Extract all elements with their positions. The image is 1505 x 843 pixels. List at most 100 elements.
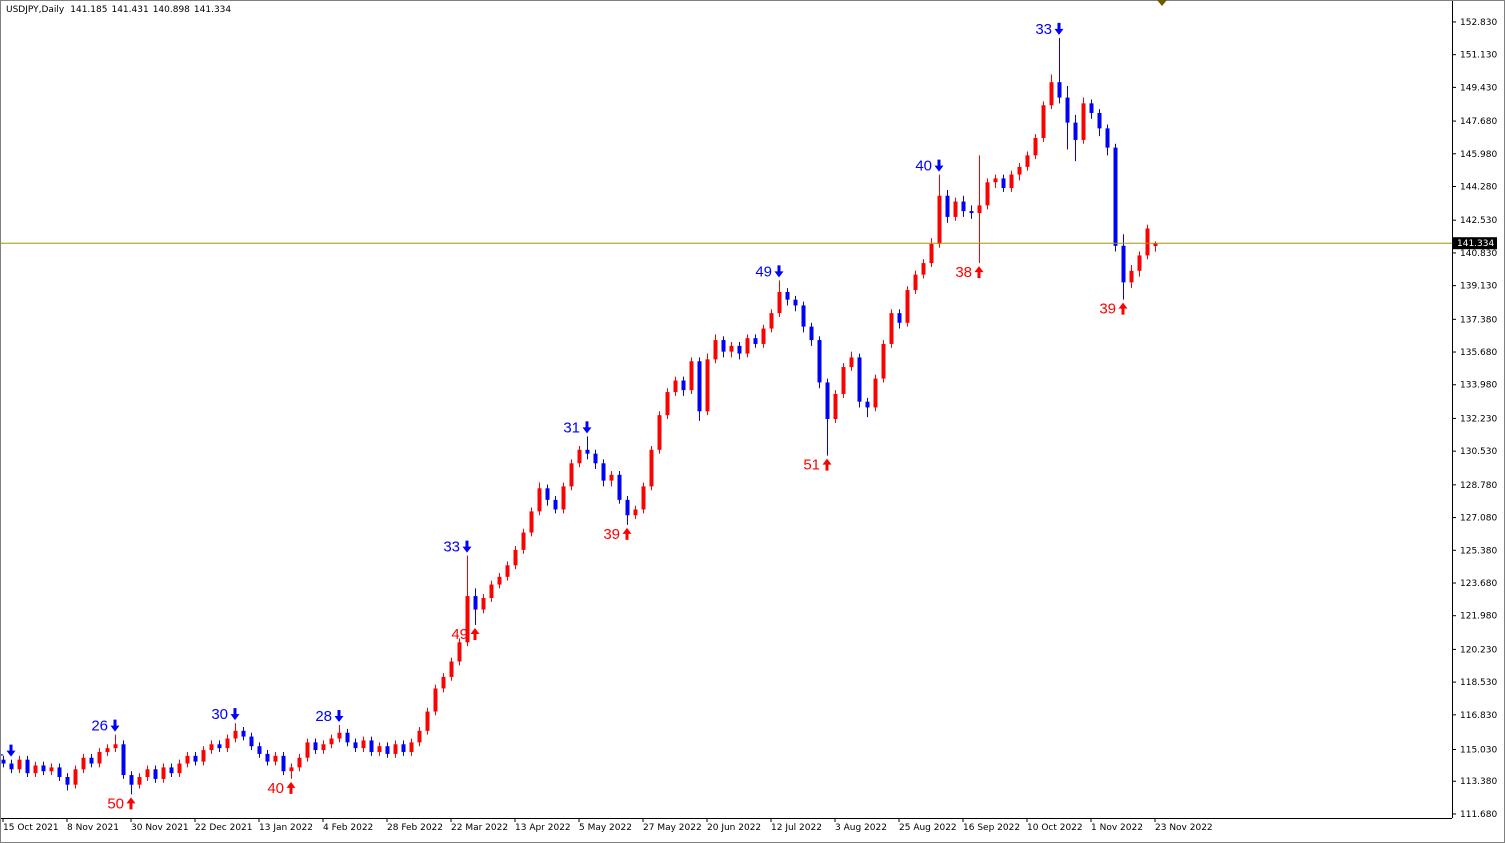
candle-body — [849, 357, 854, 368]
candle-body — [1049, 82, 1054, 106]
candle-body — [577, 449, 582, 464]
signal-arrow — [462, 540, 472, 553]
candle-body — [33, 765, 38, 774]
candle-body — [1, 759, 6, 764]
candle-body — [697, 361, 702, 412]
x-tick-label: 10 Oct 2022 — [1027, 823, 1083, 833]
candle-body — [1105, 128, 1110, 148]
candle-body — [425, 711, 430, 731]
candle-body — [305, 742, 310, 758]
header: USDJPY,Daily 141.185 141.431 140.898 141.334 — [6, 5, 231, 15]
candle-body — [761, 328, 766, 344]
signal-count: 28 — [315, 708, 332, 725]
signal-count: 39 — [1099, 301, 1116, 318]
candle-body — [265, 753, 270, 762]
signal-count: 33 — [1035, 21, 1052, 38]
y-tick-label: 147.680 — [1460, 117, 1497, 127]
candle-body — [785, 291, 790, 300]
candle-body — [281, 755, 286, 772]
signal-arrow — [774, 265, 784, 278]
candle-body — [953, 201, 958, 217]
candle-body — [969, 211, 974, 214]
candle-body — [369, 740, 374, 752]
y-tick-label: 125.380 — [1460, 546, 1497, 556]
signal-count: 50 — [107, 795, 124, 812]
candle-body — [937, 195, 942, 244]
x-tick-label: 8 Nov 2021 — [67, 823, 119, 833]
candle-body — [945, 195, 950, 217]
x-tick-label: 15 Oct 2021 — [3, 823, 59, 833]
candle-body — [913, 274, 918, 291]
signal-arrow — [1118, 302, 1128, 315]
y-tick-label: 130.530 — [1460, 447, 1497, 457]
candle-body — [1017, 166, 1022, 175]
candle-body — [353, 742, 358, 749]
candle-body — [385, 746, 390, 754]
signal-arrow — [6, 744, 16, 757]
y-tick-label: 145.980 — [1460, 150, 1497, 160]
signal-count: 40 — [915, 158, 932, 175]
candle-body — [1025, 155, 1030, 167]
candle-body — [777, 291, 782, 314]
candle-body — [145, 769, 150, 778]
x-tick-label: 5 May 2022 — [579, 823, 632, 833]
candle-body — [105, 748, 110, 752]
candle-body — [833, 393, 838, 420]
candle-body — [921, 263, 926, 275]
candle-body — [57, 767, 62, 778]
x-tick-label: 13 Jan 2022 — [259, 823, 313, 833]
candle-body — [449, 661, 454, 677]
candle-body — [17, 759, 22, 770]
candle-body — [1057, 82, 1062, 98]
y-tick-label: 111.680 — [1460, 810, 1497, 820]
candle-body — [473, 596, 478, 610]
y-tick-label: 139.130 — [1460, 282, 1497, 292]
x-tick-label: 22 Mar 2022 — [451, 823, 508, 833]
candle-body — [289, 767, 294, 772]
candle-body — [121, 744, 126, 776]
candle-body — [705, 359, 710, 412]
candle-body — [889, 313, 894, 344]
candle-body — [881, 343, 886, 379]
candle-body — [249, 736, 254, 747]
candle-body — [657, 415, 662, 450]
y-tick-label: 135.680 — [1460, 348, 1497, 358]
candle-body — [745, 338, 750, 354]
signal-count: 51 — [803, 457, 820, 474]
candle-body — [177, 763, 182, 774]
candle-body — [825, 382, 830, 420]
candle-body — [537, 488, 542, 512]
candle-body — [89, 757, 94, 764]
candle-body — [65, 777, 70, 785]
candle-body — [561, 486, 566, 510]
candle-body — [609, 474, 614, 481]
signal-arrow — [934, 159, 944, 172]
x-tick-label: 25 Aug 2022 — [899, 823, 957, 833]
x-tick-label: 16 Sep 2022 — [963, 823, 1020, 833]
candle-body — [769, 313, 774, 329]
candle-body — [513, 549, 518, 566]
signal-count: 1 — [0, 743, 4, 760]
candle-body — [345, 732, 350, 743]
candle-body — [521, 532, 526, 550]
candle-body — [161, 767, 166, 779]
candle-body — [897, 313, 902, 323]
candle-body — [129, 775, 134, 785]
y-tick-label: 151.130 — [1460, 51, 1497, 61]
x-tick-label: 13 Apr 2022 — [515, 823, 571, 833]
candle-body — [1033, 138, 1038, 156]
x-tick-label: 20 Jun 2022 — [707, 823, 761, 833]
x-tick-label: 22 Dec 2021 — [195, 823, 253, 833]
signal-count: 33 — [443, 539, 460, 556]
candle-body — [489, 584, 494, 599]
candle-body — [713, 340, 718, 360]
candle-body — [297, 757, 302, 768]
candle-body — [225, 738, 230, 749]
candle-body — [97, 751, 102, 764]
candle-body — [665, 392, 670, 416]
y-tick-label: 149.430 — [1460, 83, 1497, 93]
candle-body — [625, 499, 630, 516]
candle-body — [41, 765, 46, 772]
